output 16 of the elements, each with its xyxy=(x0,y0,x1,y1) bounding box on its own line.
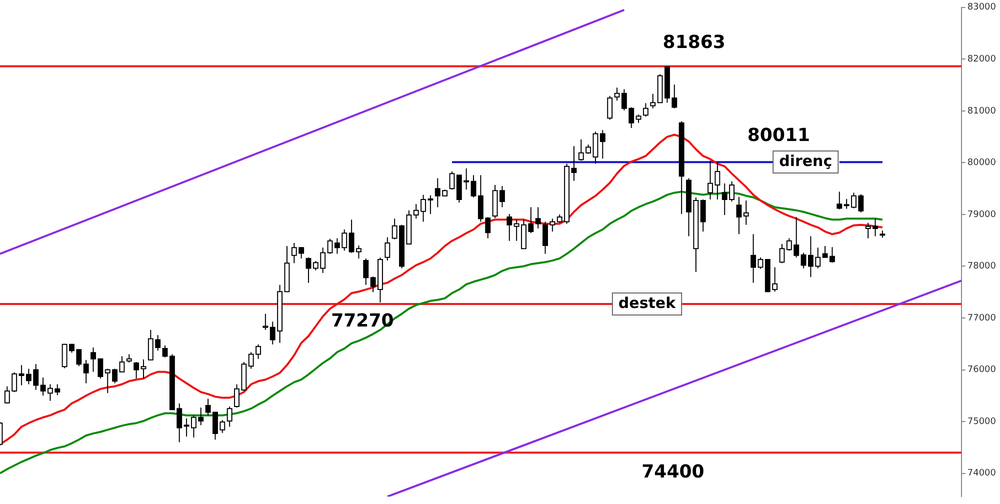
y-tick-label: 80000 xyxy=(967,158,996,168)
annotation: direnç xyxy=(779,152,832,170)
y-tick-label: 75000 xyxy=(967,416,996,427)
annotation: 80011 xyxy=(747,124,810,146)
ref-line-label: 74400 xyxy=(642,461,704,482)
ref-line-label: 77270 xyxy=(331,310,394,332)
y-tick-label: 81000 xyxy=(967,106,996,116)
annotation: destek xyxy=(618,294,677,312)
y-tick-label: 74000 xyxy=(967,468,996,479)
y-tick-label: 79000 xyxy=(967,210,996,220)
y-tick-label: 83000 xyxy=(967,2,996,13)
y-tick-label: 82000 xyxy=(967,54,996,65)
ref-line-label: 81863 xyxy=(662,32,726,53)
y-tick-label: 78000 xyxy=(967,262,996,272)
y-tick-label: 77000 xyxy=(967,313,996,324)
y-tick-label: 76000 xyxy=(967,365,996,376)
